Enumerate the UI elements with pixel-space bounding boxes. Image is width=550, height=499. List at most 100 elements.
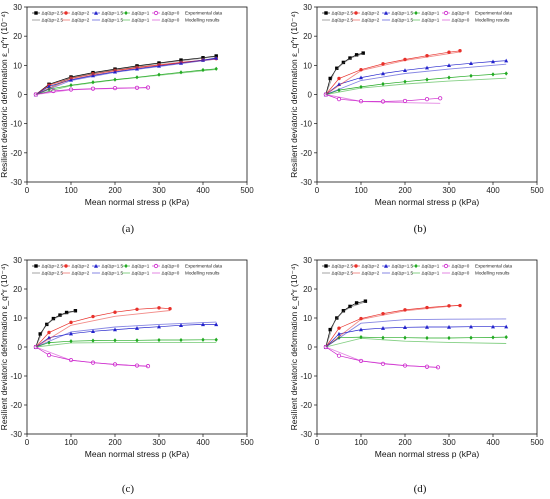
legend-entry: Δq/Δp=0 <box>452 11 470 16</box>
legend-entry: Δq/Δp=0 <box>452 18 470 23</box>
data-point <box>359 75 363 80</box>
data-point <box>69 320 73 325</box>
data-point <box>425 77 429 82</box>
series-experimental-3 <box>323 324 509 349</box>
y-tick-label: 20 <box>303 285 312 294</box>
data-point <box>447 63 451 68</box>
data-point <box>348 56 352 60</box>
y-tick-label: -10 <box>300 372 312 381</box>
data-point <box>135 326 139 330</box>
data-point <box>403 68 407 72</box>
data-point <box>113 327 117 332</box>
legend-marker <box>324 264 328 268</box>
legend-entry: Δq/Δp=2 <box>72 18 90 23</box>
series-modelling-9 <box>35 342 217 348</box>
model-curve <box>325 301 366 348</box>
legend-entry: Δq/Δp=1.5 <box>102 18 124 23</box>
data-point <box>179 70 183 75</box>
x-tick-label: 300 <box>442 186 456 195</box>
data-point <box>348 304 352 309</box>
data-point <box>328 327 332 332</box>
model-curve <box>325 318 507 348</box>
data-point <box>438 96 443 101</box>
data-point <box>91 80 95 85</box>
chart-panel-4: 0 100 200 300 400 500 -30 -20 -10 0 10 20 30 Mean nor… <box>289 256 544 495</box>
y-axis-label: Resilient deviatoric deformation ε_q^r (… <box>0 11 9 178</box>
legend-entry: Δq/Δp=1.5 <box>102 271 124 276</box>
data-point <box>201 67 205 73</box>
data-point <box>214 322 219 327</box>
legend-entry: Δq/Δp=2.5 <box>42 264 64 269</box>
x-tick-label: 400 <box>486 186 500 195</box>
series-modelling-7 <box>35 310 171 348</box>
y-tick-label: -10 <box>10 372 22 381</box>
model-curve <box>35 310 76 348</box>
legend-experimental-label: Experimental data <box>185 264 222 269</box>
legend-entry: Δq/Δp=1.5 <box>392 264 414 269</box>
data-point <box>361 51 365 55</box>
series-modelling-8 <box>325 318 507 348</box>
data-point <box>504 71 508 76</box>
legend-entry: Δq/Δp=2 <box>362 11 380 16</box>
x-tick-label: 100 <box>64 438 78 447</box>
data-point <box>157 324 161 329</box>
y-tick-label: -20 <box>300 401 312 410</box>
data-point <box>491 59 495 64</box>
chart-panel-1: 0 100 200 300 400 500 -30 -20 -10 0 10 20 30 Mean nor… <box>0 3 254 235</box>
model-curve <box>325 63 507 95</box>
model-curve <box>325 51 461 95</box>
data-point <box>336 353 342 358</box>
legend-marker <box>153 10 159 16</box>
data-point <box>91 329 95 334</box>
data-point <box>336 97 342 102</box>
data-point <box>363 299 368 303</box>
model-curve <box>35 342 217 348</box>
legend-marker <box>354 11 358 15</box>
data-point <box>425 335 429 341</box>
legend-experimental-label: Experimental data <box>475 264 512 269</box>
legend-entry: Δq/Δp=0 <box>162 11 180 16</box>
legend-marker <box>414 263 418 269</box>
data-point <box>425 324 429 329</box>
x-tick-label: 100 <box>64 186 78 195</box>
y-tick-label: 30 <box>303 256 312 265</box>
series-line <box>325 60 507 95</box>
data-point <box>354 53 359 57</box>
legend-entry: Δq/Δp=1.5 <box>102 11 124 16</box>
y-tick-label: 0 <box>18 91 23 100</box>
legend-modelling-label: Modelling results <box>185 18 220 23</box>
legend-entry: Δq/Δp=2.5 <box>332 11 354 16</box>
data-point <box>425 65 429 70</box>
series-line <box>325 336 507 348</box>
legend-marker <box>124 263 128 269</box>
series-modelling-10 <box>325 346 439 369</box>
series-experimental-4 <box>324 335 508 350</box>
series-modelling-8 <box>325 63 507 95</box>
model-curve <box>35 87 149 95</box>
data-point <box>381 71 385 76</box>
data-point <box>469 73 473 78</box>
y-tick-label: 10 <box>13 314 22 323</box>
series-modelling-7 <box>325 51 461 95</box>
x-tick-label: 300 <box>152 438 166 447</box>
data-point <box>403 335 407 340</box>
y-tick-label: 30 <box>303 3 312 12</box>
series-experimental-5 <box>323 344 441 370</box>
legend-experimental-label: Experimental data <box>185 11 222 16</box>
data-point <box>214 66 218 71</box>
y-axis-label: Resilient deviatoric deformation ε_q^r (… <box>289 264 299 431</box>
data-point <box>504 324 509 329</box>
legend-entry: Δq/Δp=1 <box>422 271 440 276</box>
model-curve <box>35 56 217 95</box>
x-tick-label: 100 <box>354 438 368 447</box>
data-point <box>91 314 95 319</box>
chart-panel-3: 0 100 200 300 400 500 -30 -20 -10 0 10 20 30 Mean nor… <box>0 256 254 495</box>
legend-modelling-label: Modelling results <box>475 271 510 276</box>
series-modelling-6 <box>35 56 217 95</box>
series-modelling-8 <box>35 58 217 95</box>
series-experimental-3 <box>33 322 219 349</box>
legend-marker <box>153 263 159 269</box>
x-tick-label: 100 <box>354 186 368 195</box>
x-axis-label: Mean normal stress p (kPa) <box>85 197 190 207</box>
